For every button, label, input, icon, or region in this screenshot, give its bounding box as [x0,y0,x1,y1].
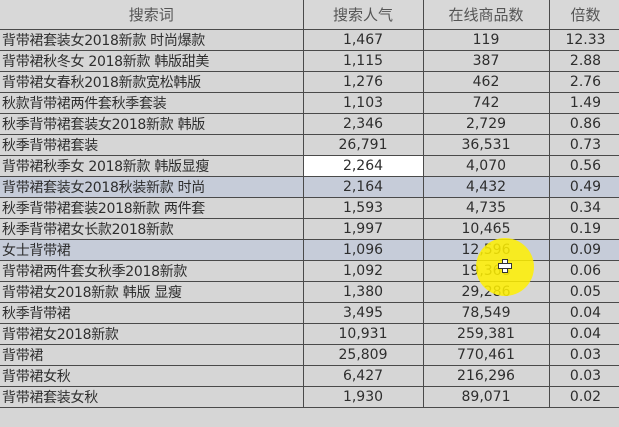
table-row[interactable]: 秋季背带裙套装女2018新款 韩版 2,346 2,729 0.86 [0,113,619,135]
ratio-cell[interactable]: 0.34 [548,197,619,219]
header-row: 搜索词 搜索人气 在线商品数 倍数 [0,0,619,30]
online-products-cell[interactable]: 387 [422,50,550,72]
table-row[interactable]: 背带裙女2018新款 10,931 259,381 0.04 [0,323,619,345]
ratio-cell[interactable]: 2.76 [548,71,619,93]
online-products-cell[interactable]: 119 [422,29,550,51]
keyword-cell[interactable]: 秋季背带裙套装2018新款 两件套 [0,197,304,219]
keyword-cell[interactable]: 背带裙秋季女 2018新款 韩版显瘦 [0,155,304,177]
ratio-cell[interactable]: 0.56 [548,155,619,177]
column-header[interactable]: 在线商品数 [422,0,550,30]
search-popularity-cell[interactable]: 1,115 [302,50,424,72]
table-row[interactable]: 背带裙女春秋2018新款宽松韩版 1,276 462 2.76 [0,71,619,93]
search-popularity-cell[interactable]: 1,930 [302,386,424,408]
ratio-cell[interactable]: 0.04 [548,323,619,345]
online-products-cell[interactable]: 10,465 [422,218,550,240]
search-popularity-cell[interactable]: 2,346 [302,113,424,135]
ratio-cell[interactable]: 0.03 [548,365,619,387]
table-row[interactable]: 秋季背带裙套装 26,791 36,531 0.73 [0,134,619,156]
table-row[interactable]: 背带裙套装女2018新款 时尚爆款 1,467 119 12.33 [0,29,619,51]
search-popularity-cell[interactable]: 2,264 [302,155,424,177]
table-row[interactable]: 秋季背带裙 3,495 78,549 0.04 [0,302,619,324]
online-products-cell[interactable]: 36,531 [422,134,550,156]
online-products-cell[interactable]: 259,381 [422,323,550,345]
search-popularity-cell[interactable]: 1,276 [302,71,424,93]
table-row[interactable]: 秋季背带裙套装2018新款 两件套 1,593 4,735 0.34 [0,197,619,219]
online-products-cell[interactable]: 742 [422,92,550,114]
online-products-cell[interactable]: 4,432 [422,176,550,198]
ratio-cell[interactable]: 0.73 [548,134,619,156]
ratio-cell[interactable]: 0.04 [548,302,619,324]
search-popularity-cell[interactable]: 3,495 [302,302,424,324]
keyword-cell[interactable]: 背带裙女秋 [0,365,304,387]
ratio-cell[interactable]: 0.05 [548,281,619,303]
keyword-cell[interactable]: 背带裙女2018新款 韩版 显瘦 [0,281,304,303]
column-header[interactable]: 搜索人气 [302,0,424,30]
ratio-cell[interactable]: 1.49 [548,92,619,114]
search-popularity-cell[interactable]: 1,092 [302,260,424,282]
table-row[interactable]: 背带裙女秋 6,427 216,296 0.03 [0,365,619,387]
search-popularity-cell[interactable]: 1,380 [302,281,424,303]
keyword-cell[interactable]: 背带裙套装女秋 [0,386,304,408]
search-popularity-cell[interactable]: 1,096 [302,239,424,261]
ratio-cell[interactable]: 0.86 [548,113,619,135]
keyword-cell[interactable]: 背带裙女2018新款 [0,323,304,345]
keyword-cell[interactable]: 背带裙秋冬女 2018新款 韩版甜美 [0,50,304,72]
online-products-cell[interactable]: 2,729 [422,113,550,135]
keyword-cell[interactable]: 秋季背带裙套装女2018新款 韩版 [0,113,304,135]
ratio-cell[interactable]: 12.33 [548,29,619,51]
keyword-cell[interactable]: 女士背带裙 [0,239,304,261]
table-row[interactable]: 背带裙套装女2018秋装新款 时尚 2,164 4,432 0.49 [0,176,619,198]
table-row[interactable]: 背带裙套装女秋 1,930 89,071 0.02 [0,386,619,408]
cell-cursor-icon [498,259,512,273]
keyword-cell[interactable]: 背带裙两件套女秋季2018新款 [0,260,304,282]
table-row[interactable]: 秋季背带裙女长款2018新款 1,997 10,465 0.19 [0,218,619,240]
table-row[interactable]: 背带裙秋冬女 2018新款 韩版甜美 1,115 387 2.88 [0,50,619,72]
ratio-cell[interactable]: 0.19 [548,218,619,240]
table-row[interactable]: 背带裙 25,809 770,461 0.03 [0,344,619,366]
keyword-cell[interactable]: 背带裙女春秋2018新款宽松韩版 [0,71,304,93]
keyword-cell[interactable]: 秋款背带裙两件套秋季套装 [0,92,304,114]
ratio-cell[interactable]: 2.88 [548,50,619,72]
search-popularity-cell[interactable]: 2,164 [302,176,424,198]
table-row[interactable]: 背带裙秋季女 2018新款 韩版显瘦 2,264 4,070 0.56 [0,155,619,177]
keyword-cell[interactable]: 秋季背带裙女长款2018新款 [0,218,304,240]
ratio-cell[interactable]: 0.09 [548,239,619,261]
table-row[interactable]: 秋款背带裙两件套秋季套装 1,103 742 1.49 [0,92,619,114]
spreadsheet-table: 搜索词 搜索人气 在线商品数 倍数 背带裙套装女2018新款 时尚爆款 1,467 119… [0,0,619,408]
ratio-cell[interactable]: 0.06 [548,260,619,282]
search-popularity-cell[interactable]: 1,593 [302,197,424,219]
search-popularity-cell[interactable]: 10,931 [302,323,424,345]
online-products-cell[interactable]: 89,071 [422,386,550,408]
online-products-cell[interactable]: 770,461 [422,344,550,366]
column-header[interactable]: 搜索词 [0,0,304,30]
keyword-cell[interactable]: 背带裙 [0,344,304,366]
keyword-cell[interactable]: 背带裙套装女2018新款 时尚爆款 [0,29,304,51]
keyword-cell[interactable]: 背带裙套装女2018秋装新款 时尚 [0,176,304,198]
keyword-cell[interactable]: 秋季背带裙套装 [0,134,304,156]
online-products-cell[interactable]: 4,070 [422,155,550,177]
search-popularity-cell[interactable]: 1,467 [302,29,424,51]
online-products-cell[interactable]: 216,296 [422,365,550,387]
search-popularity-cell[interactable]: 1,997 [302,218,424,240]
ratio-cell[interactable]: 0.02 [548,386,619,408]
column-header[interactable]: 倍数 [548,0,619,30]
keyword-cell[interactable]: 秋季背带裙 [0,302,304,324]
online-products-cell[interactable]: 4,735 [422,197,550,219]
table-row[interactable]: 背带裙女2018新款 韩版 显瘦 1,380 29,286 0.05 [0,281,619,303]
online-products-cell[interactable]: 78,549 [422,302,550,324]
search-popularity-cell[interactable]: 26,791 [302,134,424,156]
ratio-cell[interactable]: 0.49 [548,176,619,198]
ratio-cell[interactable]: 0.03 [548,344,619,366]
online-products-cell[interactable]: 462 [422,71,550,93]
search-popularity-cell[interactable]: 25,809 [302,344,424,366]
search-popularity-cell[interactable]: 1,103 [302,92,424,114]
search-popularity-cell[interactable]: 6,427 [302,365,424,387]
